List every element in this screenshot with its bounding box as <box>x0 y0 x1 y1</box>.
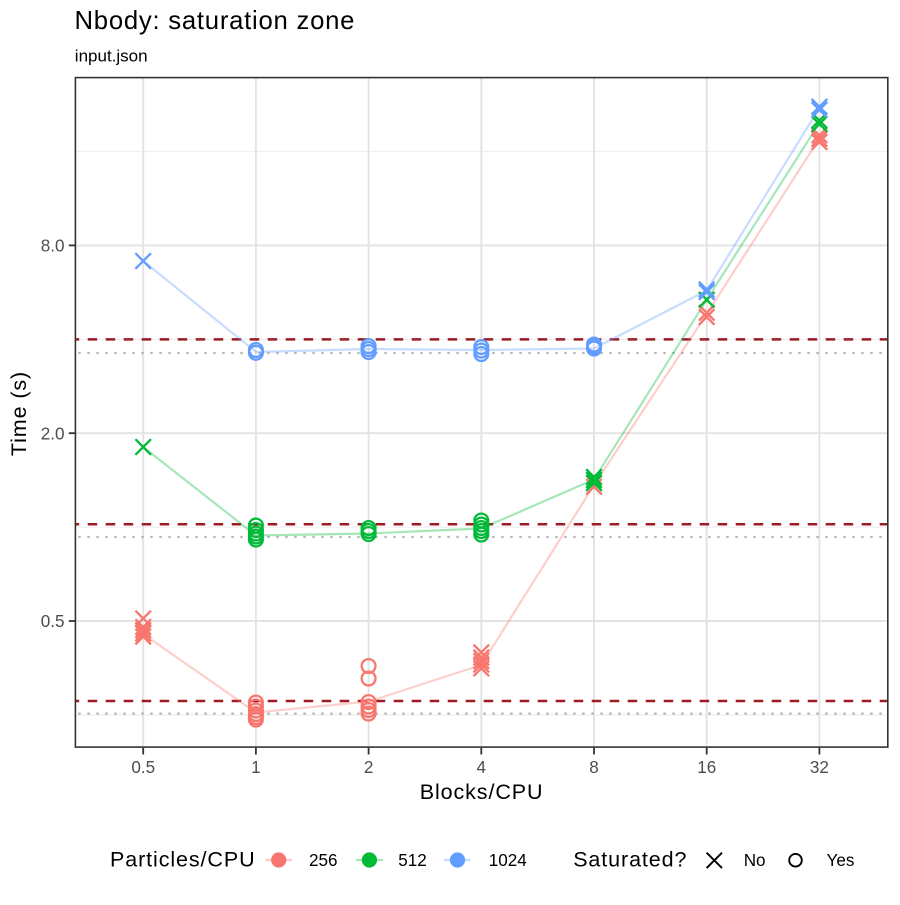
svg-text:Blocks/CPU: Blocks/CPU <box>420 780 544 804</box>
svg-text:2.0: 2.0 <box>41 424 65 443</box>
svg-text:Saturated?: Saturated? <box>573 848 687 872</box>
svg-text:0.5: 0.5 <box>41 612 65 631</box>
svg-text:4: 4 <box>477 758 487 777</box>
svg-text:512: 512 <box>398 851 427 870</box>
svg-text:32: 32 <box>810 758 829 777</box>
svg-text:1024: 1024 <box>489 851 527 870</box>
svg-text:2: 2 <box>364 758 374 777</box>
svg-text:Time (s): Time (s) <box>7 371 31 456</box>
svg-text:8.0: 8.0 <box>41 237 65 256</box>
svg-text:1: 1 <box>251 758 261 777</box>
svg-text:Nbody: saturation zone: Nbody: saturation zone <box>75 7 356 35</box>
svg-text:input.json: input.json <box>75 47 148 66</box>
svg-text:256: 256 <box>309 851 338 870</box>
svg-text:16: 16 <box>697 758 716 777</box>
svg-text:Yes: Yes <box>827 851 855 870</box>
svg-text:Particles/CPU: Particles/CPU <box>110 848 256 872</box>
svg-text:8: 8 <box>589 758 599 777</box>
svg-text:0.5: 0.5 <box>131 758 155 777</box>
svg-text:No: No <box>744 851 766 870</box>
